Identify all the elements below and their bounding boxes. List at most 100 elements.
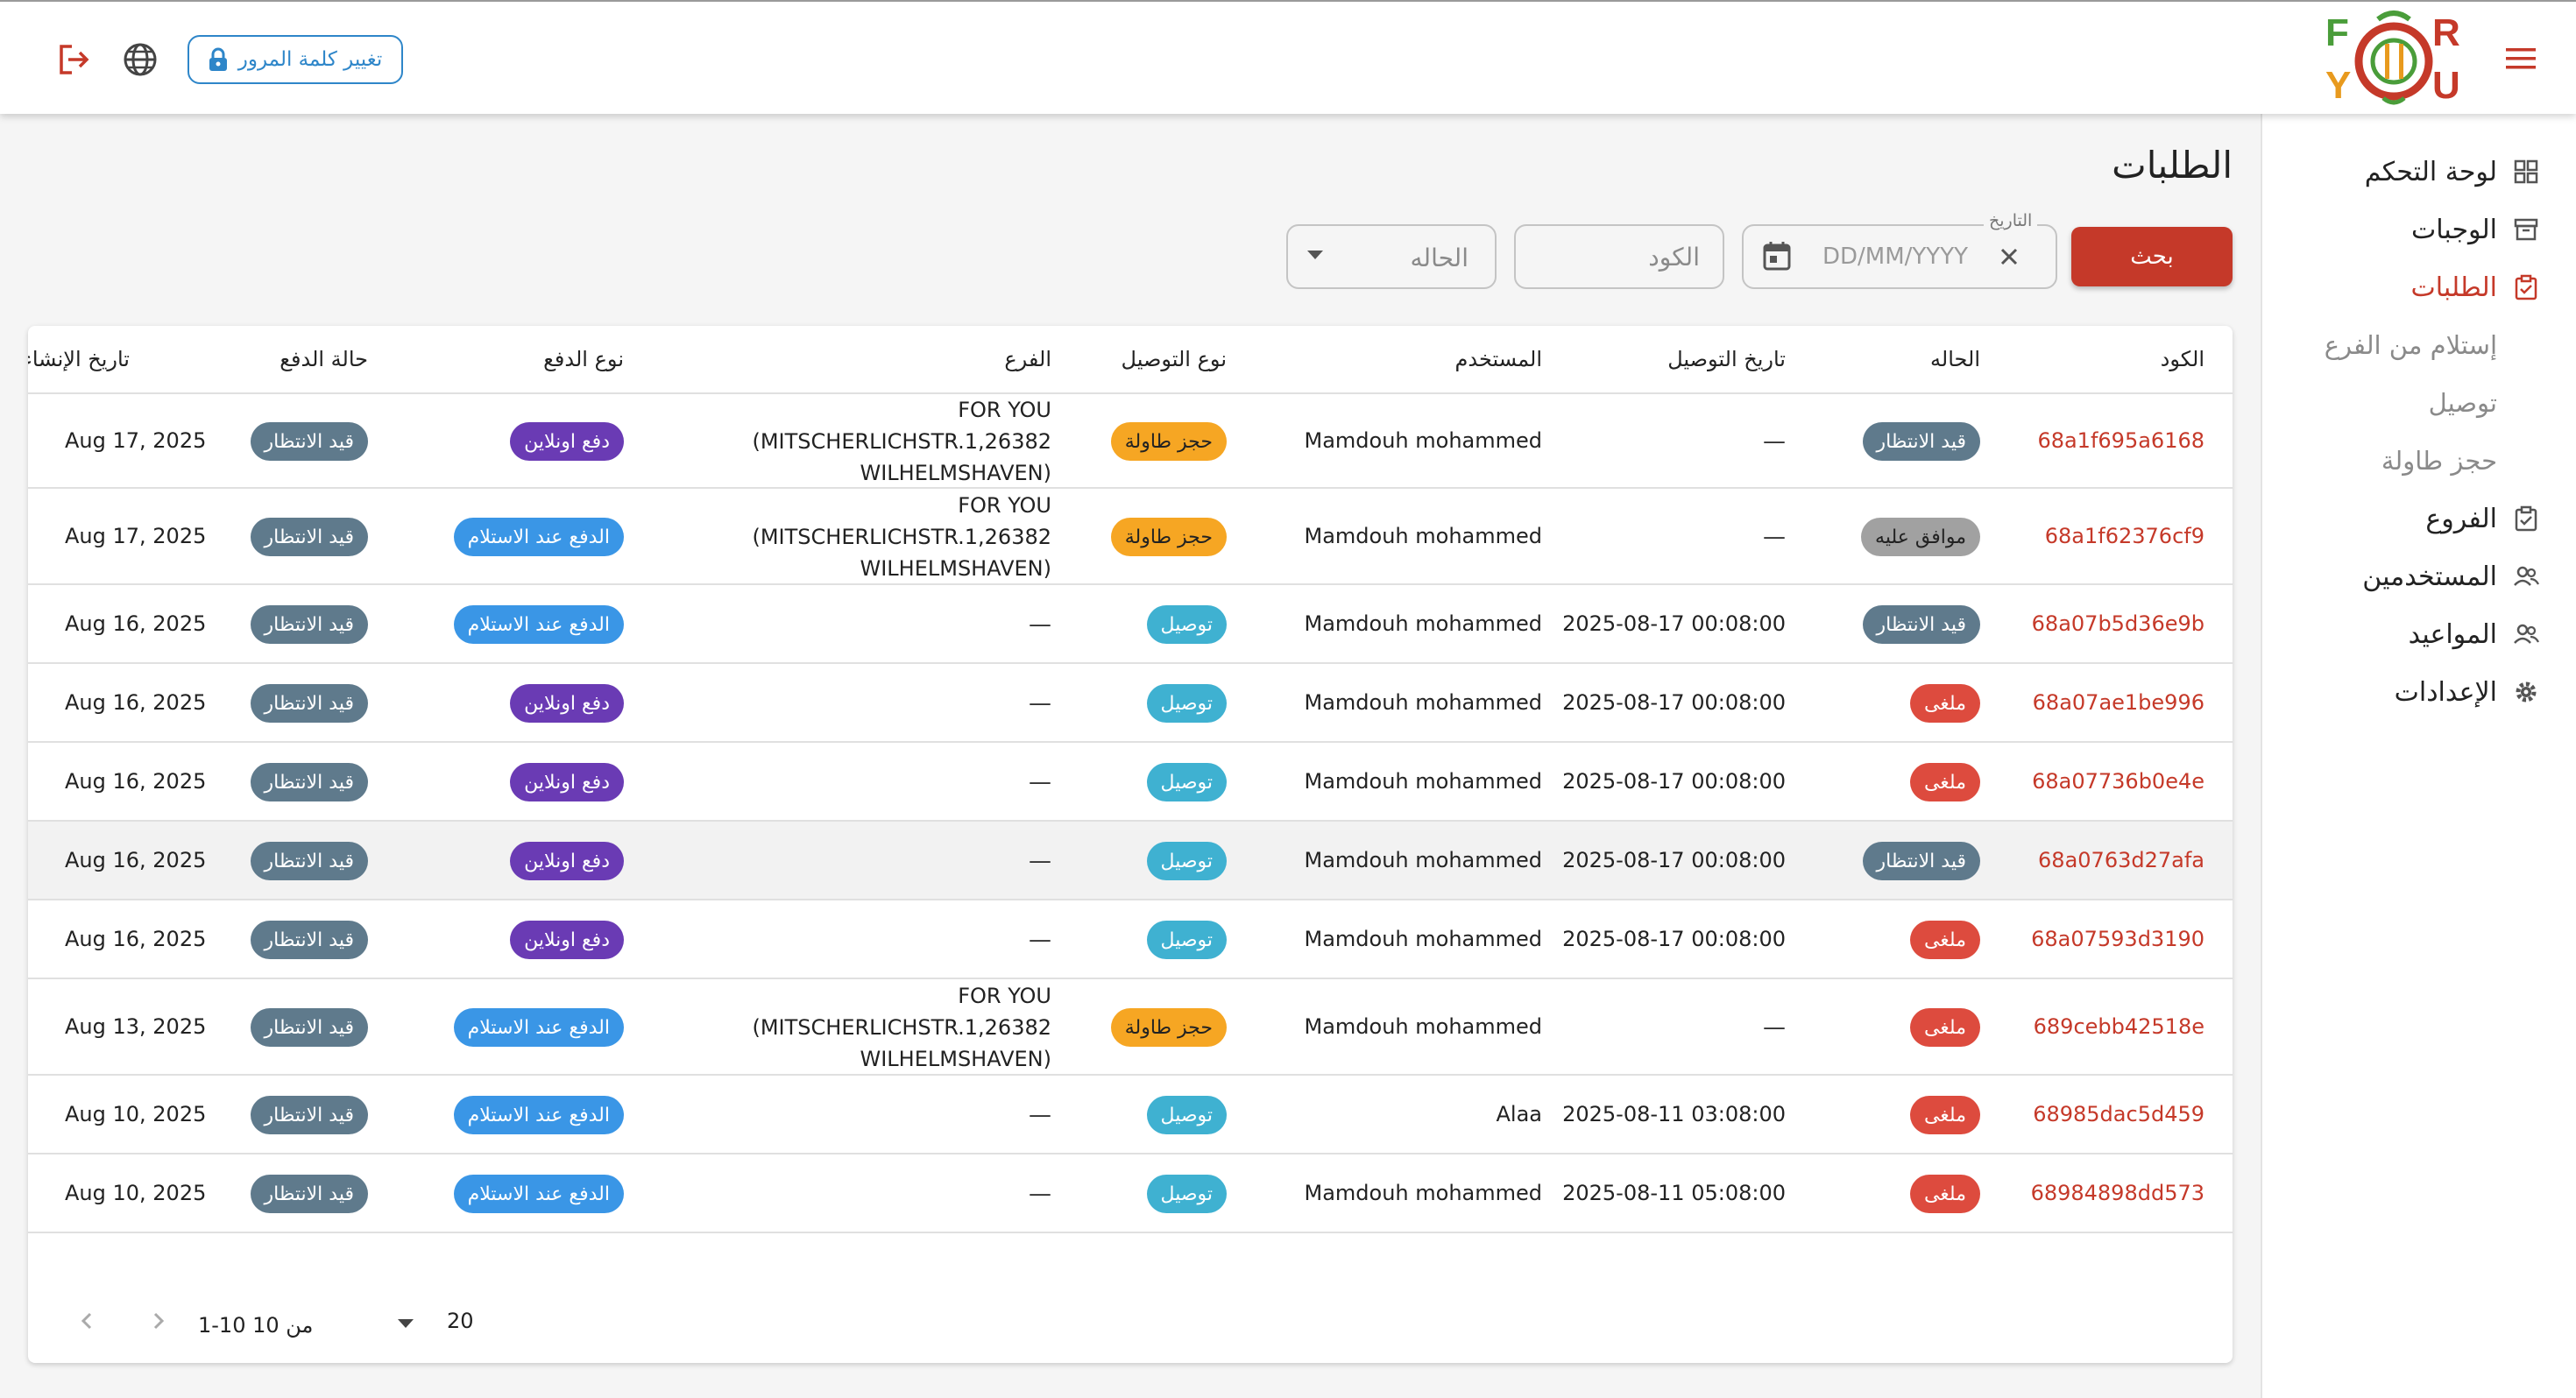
header-payment-status[interactable]: حالة الدفع [280, 347, 368, 371]
order-status-badge: ملغى [1909, 1175, 1980, 1213]
globe-icon[interactable] [121, 40, 159, 79]
order-code-link[interactable]: 68a1f695a6168 [2037, 428, 2204, 453]
branch-address: — [1029, 848, 1051, 874]
branch-line: FOR YOU [958, 493, 1051, 518]
order-status-badge: موافق عليه [1861, 518, 1980, 556]
status-select[interactable]: الحاله [1286, 224, 1497, 289]
header-delivery-date[interactable]: تاريخ التوصيل [1667, 347, 1786, 371]
rows-per-page-select[interactable]: 20 [398, 1300, 508, 1344]
table-row[interactable]: 68a07736b0e4e ملغى 2025-08-17 00:08:00 Mamd… [28, 743, 2233, 822]
chevron-left-icon[interactable] [67, 1300, 109, 1342]
order-code-link[interactable]: 689cebb42518e [2033, 1014, 2204, 1039]
sidebar-item-label: لوحة التحكم [2364, 156, 2497, 187]
header-user[interactable]: المستخدم [1454, 347, 1542, 371]
sidebar-item-label: الفروع [2425, 503, 2497, 534]
delivery-type-badge: توصيل [1146, 605, 1227, 644]
order-code-link[interactable]: 68a0763d27afa [2038, 848, 2204, 872]
chevron-right-icon[interactable] [137, 1300, 179, 1342]
sidebar-item-orders[interactable]: الطلبات [2261, 263, 2576, 312]
order-code-link[interactable]: 68a1f62376cf9 [2044, 524, 2204, 548]
users-icon [2511, 561, 2541, 591]
sidebar-item-settings[interactable]: الإعدادات [2261, 667, 2576, 717]
header-code[interactable]: الكود [2160, 347, 2204, 371]
order-status-badge: ملغى [1909, 684, 1980, 723]
branch-address: — [1029, 927, 1051, 953]
header-payment-type[interactable]: نوع الدفع [543, 347, 624, 371]
payment-status-badge: قيد الانتظار [250, 605, 368, 644]
branch-line: WILHELMSHAVEN) [860, 461, 1051, 485]
table-row[interactable]: 68a07b5d36e9b قيد الانتظار 2025-08-17 00:0… [28, 585, 2233, 664]
order-status-badge: قيد الانتظار [1862, 605, 1980, 644]
payment-status-badge: قيد الانتظار [250, 842, 368, 880]
sidebar-item-label: المواعيد [2408, 618, 2497, 650]
created-date: Aug 13, 2025 [65, 1014, 207, 1039]
archive-icon [2511, 215, 2541, 244]
sidebar-item-branches[interactable]: الفروع [2261, 494, 2576, 543]
branch-line: WILHELMSHAVEN) [860, 556, 1051, 581]
header-branch[interactable]: الفرع [1004, 347, 1051, 371]
created-date: Aug 16, 2025 [65, 848, 207, 872]
payment-type-badge: الدفع عند الاستلام [453, 1175, 624, 1213]
header-delivery-type[interactable]: نوع التوصيل [1121, 347, 1227, 371]
order-code-link[interactable]: 68a07b5d36e9b [2031, 611, 2204, 636]
change-password-button[interactable]: تغيير كلمة المرور [188, 35, 403, 84]
header-status[interactable]: الحاله [1930, 347, 1980, 371]
search-button[interactable]: بحث [2071, 227, 2233, 286]
orders-table: الكود الحاله تاريخ التوصيل المستخدم نوع … [28, 326, 2233, 1363]
sidebar-sub-table-booking[interactable]: حجز طاولة [2261, 436, 2576, 485]
sidebar-item-appointments[interactable]: المواعيد [2261, 610, 2576, 659]
sidebar-item-users[interactable]: المستخدمين [2261, 552, 2576, 601]
delivery-date: 2025-08-17 00:08:00 [1562, 848, 1786, 872]
delivery-type-badge: توصيل [1146, 921, 1227, 959]
clear-icon[interactable] [1994, 242, 2024, 272]
order-code-link[interactable]: 68a07736b0e4e [2032, 769, 2204, 794]
payment-status-badge: قيد الانتظار [250, 1096, 368, 1134]
table-row[interactable]: 68984898dd573 ملغى 2025-08-11 05:08:00 Mamd… [28, 1154, 2233, 1233]
order-status-badge: ملغى [1909, 763, 1980, 801]
payment-status-badge: قيد الانتظار [250, 518, 368, 556]
user-name: Mamdouh mohammed [1304, 524, 1543, 548]
order-code-link[interactable]: 68a07ae1be996 [2032, 690, 2204, 715]
logout-icon[interactable] [54, 40, 93, 79]
logo[interactable]: F R Y U [2322, 7, 2466, 110]
sidebar-sub-pickup[interactable]: إستلام من الفرع [2261, 321, 2576, 370]
payment-type-badge: الدفع عند الاستلام [453, 518, 624, 556]
top-bar: F R Y U تغيير كلمة المرور [0, 0, 2576, 114]
table-row[interactable]: 68a0763d27afa قيد الانتظار 2025-08-17 00:0… [28, 822, 2233, 900]
delivery-date: — [1763, 428, 1786, 455]
delivery-date: 2025-08-17 00:08:00 [1562, 690, 1786, 715]
delivery-date: — [1763, 1014, 1786, 1041]
header-created[interactable]: تاريخ الإنشاء [28, 347, 130, 371]
logo-letter-u: U [2432, 64, 2460, 107]
table-header: الكود الحاله تاريخ التوصيل المستخدم نوع … [28, 326, 2233, 394]
menu-icon[interactable] [2501, 39, 2541, 79]
table-row[interactable]: 68a1f62376cf9 موافق عليه — Mamdouh mohammed… [28, 489, 2233, 585]
table-row[interactable]: 68985dac5d459 ملغى 2025-08-11 03:08:00 Alaa… [28, 1076, 2233, 1154]
table-row[interactable]: 68a07ae1be996 ملغى 2025-08-17 00:08:00 Mamd… [28, 664, 2233, 743]
delivery-date: 2025-08-17 00:08:00 [1562, 611, 1786, 636]
user-name: Mamdouh mohammed [1304, 428, 1543, 453]
delivery-date: 2025-08-11 03:08:00 [1562, 1102, 1786, 1126]
date-field[interactable] [1742, 224, 2057, 289]
code-input[interactable] [1514, 224, 1724, 289]
table-row[interactable]: 689cebb42518e ملغى — Mamdouh mohammed حجز طا… [28, 979, 2233, 1076]
table-row[interactable]: 68a07593d3190 ملغى 2025-08-17 00:08:00 Mamd… [28, 900, 2233, 979]
order-code-link[interactable]: 68a07593d3190 [2031, 927, 2204, 951]
user-name: Mamdouh mohammed [1304, 690, 1543, 715]
delivery-type-badge: توصيل [1146, 763, 1227, 801]
status-select-label: الحاله [1410, 244, 1468, 272]
user-name: Mamdouh mohammed [1304, 611, 1543, 636]
sidebar-sub-delivery[interactable]: توصيل [2261, 378, 2576, 427]
delivery-type-badge: حجز طاولة [1110, 1008, 1227, 1047]
page-title: الطلبات [2112, 144, 2233, 187]
table-row[interactable]: 68a1f695a6168 قيد الانتظار — Mamdouh mohamm… [28, 394, 2233, 489]
calendar-icon[interactable] [1759, 238, 1794, 273]
created-date: Aug 16, 2025 [65, 611, 207, 636]
order-code-link[interactable]: 68985dac5d459 [2033, 1102, 2204, 1126]
logo-letter-f: F [2325, 11, 2349, 54]
sidebar-item-meals[interactable]: الوجبات [2261, 205, 2576, 254]
user-name: Mamdouh mohammed [1304, 1014, 1543, 1039]
sidebar-item-dashboard[interactable]: لوحة التحكم [2261, 147, 2576, 196]
order-code-link[interactable]: 68984898dd573 [2030, 1181, 2204, 1205]
branch-line: (MITSCHERLICHSTR.1,26382 [752, 525, 1051, 549]
